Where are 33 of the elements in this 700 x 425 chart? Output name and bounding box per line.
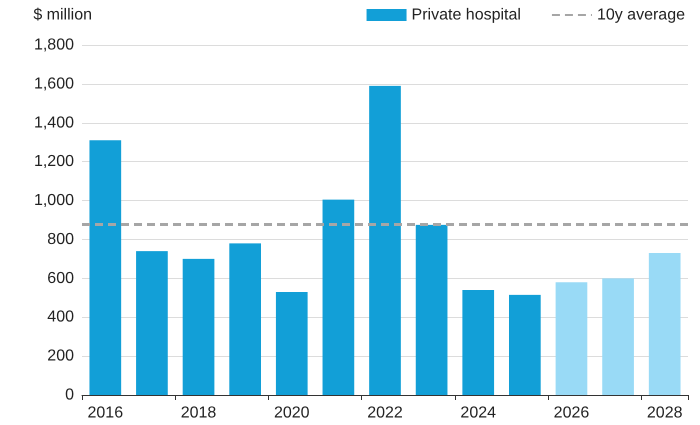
y-axis-title: $ million [33, 6, 92, 24]
y-tick-label: 200 [47, 348, 74, 365]
bar [276, 292, 308, 395]
bar [508, 294, 541, 395]
bar [602, 278, 634, 395]
y-tick-label: 1,200 [34, 153, 74, 170]
bar [136, 251, 168, 395]
y-tick-label: 800 [47, 230, 74, 248]
bar [182, 258, 214, 395]
x-tick-label: 2018 [180, 404, 216, 422]
y-tick-label: 1,800 [34, 36, 74, 54]
bar [648, 253, 681, 395]
y-tick-label: 600 [47, 270, 74, 287]
y-tick-label: 1,000 [34, 192, 74, 210]
x-tick-label: 2026 [554, 404, 590, 422]
bar [322, 200, 354, 395]
y-tick-label: 400 [47, 308, 74, 326]
y-tick-label: 1,600 [34, 75, 74, 92]
x-tick-label: 2028 [646, 404, 683, 422]
x-tick-label: 2024 [460, 404, 496, 422]
bar [369, 86, 401, 395]
x-tick-label: 2020 [274, 404, 310, 422]
bar [556, 282, 588, 395]
y-tick-label: 0 [65, 386, 74, 404]
bar [416, 224, 448, 395]
bar [89, 140, 122, 395]
y-tick-label: 1,400 [34, 114, 74, 132]
legend-label: 10y average [596, 6, 686, 24]
legend-label: Private hospital [412, 6, 521, 24]
x-tick-label: 2022 [367, 404, 403, 422]
bar [462, 290, 494, 395]
x-tick-label: 2016 [88, 404, 124, 422]
bar [229, 243, 262, 395]
